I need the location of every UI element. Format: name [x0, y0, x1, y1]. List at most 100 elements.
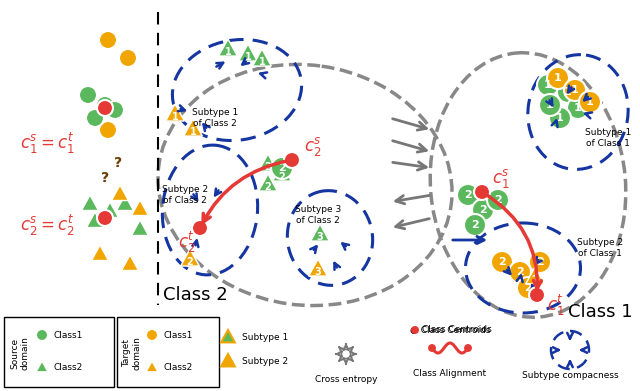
- FancyBboxPatch shape: [117, 317, 219, 387]
- Polygon shape: [146, 361, 158, 372]
- Circle shape: [464, 214, 486, 236]
- Text: Class 1: Class 1: [568, 303, 632, 321]
- Circle shape: [472, 199, 494, 221]
- Polygon shape: [102, 202, 118, 217]
- Text: 2: 2: [264, 161, 271, 172]
- Text: ● Class Centroids: ● Class Centroids: [410, 325, 490, 334]
- Circle shape: [517, 277, 539, 299]
- Text: $c_2^s$: $c_2^s$: [304, 135, 322, 158]
- Text: 1: 1: [189, 127, 196, 136]
- Polygon shape: [131, 220, 148, 235]
- Text: Class2: Class2: [164, 364, 193, 373]
- Circle shape: [97, 100, 113, 116]
- Circle shape: [119, 49, 137, 67]
- Text: $c_1^s$: $c_1^s$: [492, 167, 510, 190]
- Circle shape: [539, 94, 561, 116]
- Text: 1: 1: [564, 87, 572, 97]
- Circle shape: [549, 107, 571, 129]
- Text: 1: 1: [571, 85, 579, 95]
- Circle shape: [557, 81, 579, 103]
- Circle shape: [411, 326, 419, 334]
- Text: Class Alignment: Class Alignment: [413, 369, 486, 378]
- Circle shape: [529, 287, 545, 303]
- Circle shape: [97, 210, 113, 226]
- Text: 2: 2: [264, 182, 271, 192]
- Text: ?: ?: [114, 156, 122, 170]
- Text: Class Centroids: Class Centroids: [422, 325, 492, 334]
- FancyBboxPatch shape: [4, 317, 114, 387]
- Text: 1: 1: [244, 52, 252, 62]
- Circle shape: [284, 152, 300, 168]
- Text: Subtype 1
of Class 1: Subtype 1 of Class 1: [585, 128, 631, 148]
- Polygon shape: [81, 195, 99, 210]
- Text: 2: 2: [516, 267, 524, 277]
- Polygon shape: [239, 44, 257, 61]
- Circle shape: [537, 74, 559, 96]
- Polygon shape: [221, 330, 235, 343]
- Circle shape: [96, 96, 114, 114]
- Circle shape: [427, 343, 437, 353]
- Circle shape: [529, 251, 551, 273]
- Text: 2: 2: [278, 172, 285, 182]
- Text: Subtype 1: Subtype 1: [242, 334, 288, 343]
- Text: 1: 1: [259, 57, 266, 66]
- Circle shape: [567, 97, 589, 119]
- Polygon shape: [92, 245, 109, 260]
- Circle shape: [564, 79, 586, 101]
- Polygon shape: [36, 361, 48, 372]
- Circle shape: [457, 184, 479, 206]
- Circle shape: [86, 109, 104, 127]
- Polygon shape: [310, 224, 330, 241]
- Circle shape: [463, 343, 473, 353]
- Text: 1: 1: [574, 103, 582, 113]
- Text: $c_2^s = c_2^t$: $c_2^s = c_2^t$: [20, 212, 75, 238]
- Circle shape: [271, 157, 293, 179]
- Polygon shape: [525, 267, 545, 284]
- Text: Subtype 3
of Class 2: Subtype 3 of Class 2: [295, 205, 341, 225]
- Text: Cross entropy: Cross entropy: [315, 375, 377, 384]
- Circle shape: [192, 220, 208, 236]
- Polygon shape: [111, 185, 129, 201]
- Text: 1: 1: [586, 97, 594, 107]
- Text: 3: 3: [317, 231, 323, 242]
- Polygon shape: [131, 200, 148, 215]
- Text: 2: 2: [498, 257, 506, 267]
- Text: 2: 2: [464, 190, 472, 200]
- Polygon shape: [253, 49, 271, 66]
- Text: Target
domain: Target domain: [122, 336, 141, 370]
- Polygon shape: [308, 259, 327, 276]
- Polygon shape: [219, 39, 237, 56]
- Text: Subtype 2: Subtype 2: [242, 357, 288, 366]
- Text: Subtype compacness: Subtype compacness: [522, 371, 618, 380]
- Polygon shape: [259, 174, 277, 191]
- Polygon shape: [259, 154, 277, 171]
- Circle shape: [487, 189, 509, 211]
- Text: 2: 2: [479, 205, 487, 215]
- Text: $c_1^s = c_1^t$: $c_1^s = c_1^t$: [20, 131, 75, 156]
- Text: Class 2: Class 2: [163, 286, 227, 304]
- Text: $c_2^t$: $c_2^t$: [178, 230, 195, 255]
- Circle shape: [79, 86, 97, 104]
- Circle shape: [36, 329, 48, 341]
- Circle shape: [99, 121, 117, 139]
- Text: 3: 3: [315, 267, 321, 277]
- Text: $c_1^t$: $c_1^t$: [547, 292, 564, 317]
- Text: 2: 2: [494, 195, 502, 205]
- Text: 1: 1: [556, 113, 564, 123]
- Polygon shape: [221, 354, 235, 366]
- Polygon shape: [273, 164, 291, 181]
- Text: 1: 1: [172, 112, 179, 122]
- Polygon shape: [166, 104, 184, 121]
- Text: 2: 2: [278, 163, 286, 173]
- Circle shape: [491, 251, 513, 273]
- Polygon shape: [116, 195, 134, 210]
- Text: Class2: Class2: [54, 364, 83, 373]
- Text: 2: 2: [471, 220, 479, 230]
- Text: 1: 1: [544, 80, 552, 90]
- Text: Subtype 2
of Class 1: Subtype 2 of Class 1: [577, 238, 623, 258]
- Circle shape: [579, 91, 601, 113]
- Polygon shape: [122, 255, 138, 271]
- Polygon shape: [86, 212, 104, 228]
- Polygon shape: [180, 249, 199, 266]
- Circle shape: [146, 329, 158, 341]
